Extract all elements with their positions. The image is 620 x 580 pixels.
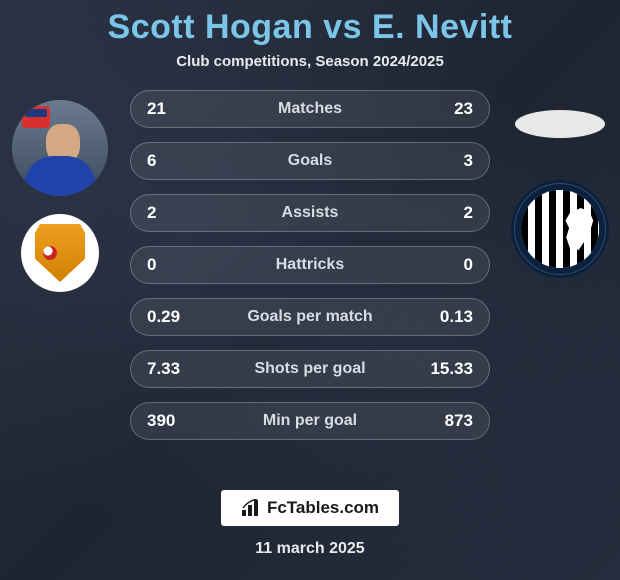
photo-jersey-shape	[24, 156, 96, 196]
stat-right-value: 873	[423, 411, 473, 431]
stat-row-assists: 2 Assists 2	[130, 194, 490, 232]
stat-row-goals-per-match: 0.29 Goals per match 0.13	[130, 298, 490, 336]
fctables-chart-icon	[241, 499, 261, 517]
stat-label: Assists	[197, 204, 423, 222]
footer: FcTables.com 11 march 2025	[0, 490, 620, 580]
stat-left-value: 2	[147, 203, 197, 223]
stat-left-value: 7.33	[147, 359, 197, 379]
mk-dons-shield-icon	[35, 224, 85, 282]
stat-row-hattricks: 0 Hattricks 0	[130, 246, 490, 284]
stat-right-value: 23	[423, 99, 473, 119]
subtitle: Club competitions, Season 2024/2025	[176, 53, 444, 70]
stat-label: Goals per match	[197, 308, 423, 326]
stat-left-value: 21	[147, 99, 197, 119]
brand-logo-box[interactable]: FcTables.com	[221, 490, 399, 526]
comparison-container: Scott Hogan vs E. Nevitt Club competitio…	[0, 0, 620, 580]
stat-label: Min per goal	[197, 412, 423, 430]
stat-left-value: 0	[147, 255, 197, 275]
stat-row-goals: 6 Goals 3	[130, 142, 490, 180]
stat-right-value: 0.13	[423, 307, 473, 327]
stat-left-value: 6	[147, 151, 197, 171]
player-photo-placeholder	[12, 100, 108, 196]
main-area: 21 Matches 23 6 Goals 3 2 Assists 2 0 Ha…	[0, 90, 620, 482]
stat-row-min-per-goal: 390 Min per goal 873	[130, 402, 490, 440]
stat-right-value: 2	[423, 203, 473, 223]
stat-label: Goals	[197, 152, 423, 170]
stat-left-value: 0.29	[147, 307, 197, 327]
right-player-photo-placeholder	[515, 110, 605, 138]
stat-right-value: 15.33	[423, 359, 473, 379]
left-player-column	[0, 90, 120, 482]
stat-label: Hattricks	[197, 256, 423, 274]
photo-badge-detail	[22, 106, 50, 128]
left-club-badge	[21, 214, 99, 292]
gillingham-badge-inner	[521, 190, 599, 268]
right-player-column	[500, 90, 620, 482]
stat-left-value: 390	[147, 411, 197, 431]
page-title: Scott Hogan vs E. Nevitt	[108, 8, 513, 47]
brand-text: FcTables.com	[267, 498, 379, 518]
stat-label: Matches	[197, 100, 423, 118]
stat-right-value: 3	[423, 151, 473, 171]
left-player-photo	[12, 100, 108, 196]
stats-column: 21 Matches 23 6 Goals 3 2 Assists 2 0 Ha…	[120, 90, 500, 482]
right-club-badge	[511, 180, 609, 278]
stat-row-shots-per-goal: 7.33 Shots per goal 15.33	[130, 350, 490, 388]
stat-row-matches: 21 Matches 23	[130, 90, 490, 128]
date-label: 11 march 2025	[255, 540, 364, 558]
stat-right-value: 0	[423, 255, 473, 275]
stat-label: Shots per goal	[197, 360, 423, 378]
